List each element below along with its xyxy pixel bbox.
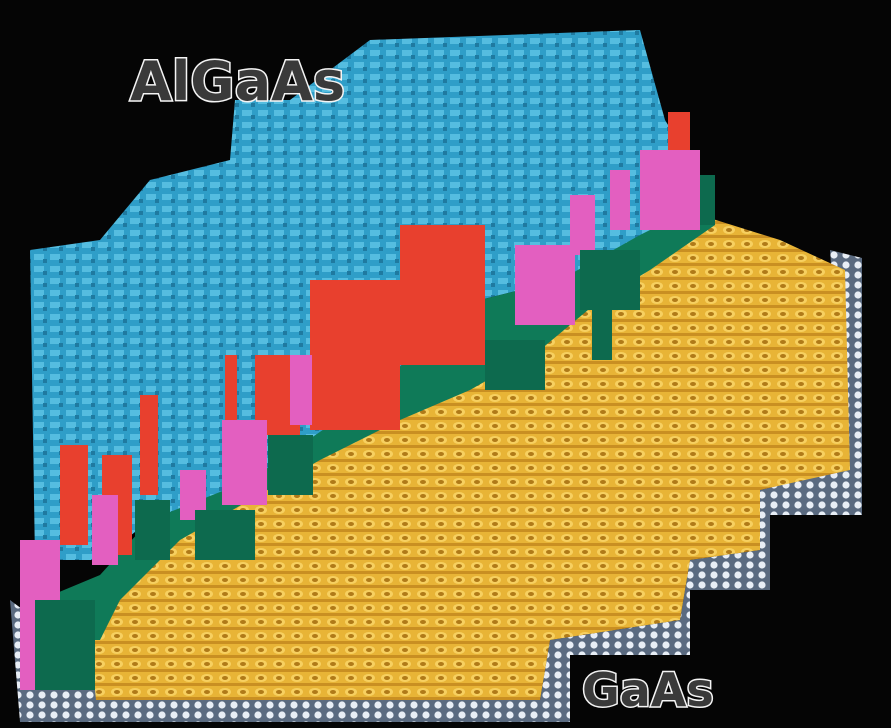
red-column	[140, 395, 158, 495]
gaas-label: GaAs	[582, 663, 714, 717]
pink-column	[570, 195, 595, 255]
green-column	[35, 600, 95, 690]
red-column	[225, 355, 237, 425]
green-column	[592, 300, 612, 360]
gaas-columns	[90, 215, 850, 700]
pink-column	[640, 150, 700, 230]
pink-column	[515, 245, 575, 325]
green-column	[135, 500, 170, 560]
pink-column	[290, 355, 312, 425]
pink-column	[92, 495, 118, 565]
green-column	[195, 510, 255, 560]
red-column	[60, 445, 88, 545]
algaas-label: AlGaAs	[130, 50, 345, 113]
red-column	[400, 225, 485, 365]
green-column	[485, 340, 545, 390]
green-column	[700, 175, 715, 225]
red-column	[310, 280, 400, 430]
green-column	[268, 435, 313, 495]
pink-column	[610, 170, 630, 230]
pink-column	[222, 420, 267, 505]
green-columns	[35, 175, 715, 690]
